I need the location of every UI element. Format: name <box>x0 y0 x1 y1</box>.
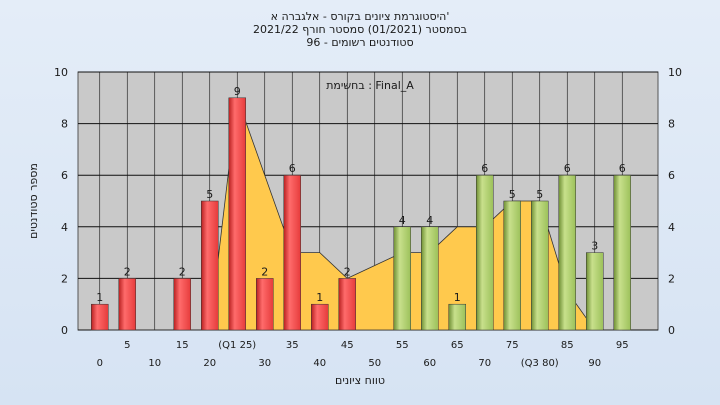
bar-80 <box>531 200 549 331</box>
x-tick-upper: 55 <box>396 340 409 351</box>
data-label: 1 <box>316 291 323 304</box>
data-label: 6 <box>564 162 571 175</box>
y-tick-left: 4 <box>61 221 68 234</box>
bar-0 <box>91 303 109 331</box>
x-tick-lower: 70 <box>478 358 491 369</box>
bar-60 <box>421 226 439 331</box>
data-label: 6 <box>619 162 626 175</box>
bar-70 <box>476 174 494 331</box>
y-tick-left: 10 <box>54 66 68 79</box>
data-label: 2 <box>344 265 351 278</box>
x-tick-lower: 60 <box>423 358 436 369</box>
title-line-3: סטודנטים רשומים - 96 <box>306 36 413 49</box>
x-tick-lower: 10 <box>148 358 161 369</box>
x-tick-upper: 85 <box>561 340 574 351</box>
data-label: 4 <box>399 214 406 227</box>
x-tick-upper: 95 <box>616 340 629 351</box>
bar-5 <box>118 278 136 331</box>
data-label: 3 <box>591 240 598 253</box>
bar-35 <box>283 174 301 331</box>
bar-55 <box>393 226 411 331</box>
x-tick-lower: 20 <box>203 358 216 369</box>
x-tick-lower: 40 <box>313 358 326 369</box>
data-label: 5 <box>509 188 516 201</box>
y-tick-left: 2 <box>61 272 68 285</box>
bar-30 <box>256 278 274 331</box>
x-tick-lower: 0 <box>97 358 103 369</box>
data-labels: 1 2 2 5 9 2 6 1 2 4 4 1 6 5 5 6 3 6 <box>96 85 626 304</box>
data-label: 4 <box>426 214 433 227</box>
data-label: 6 <box>481 162 488 175</box>
x-tick-lower: 90 <box>588 358 601 369</box>
y-axis-title: מספר סטודנטים <box>27 163 40 239</box>
data-label: 2 <box>261 265 268 278</box>
data-label: 9 <box>234 85 241 98</box>
bar-45 <box>338 278 356 331</box>
data-label: 1 <box>96 291 103 304</box>
bar-20 <box>201 200 219 331</box>
x-tick-upper: (Q1 25) <box>218 340 256 351</box>
y-tick-left: 0 <box>61 324 68 337</box>
title-line-2: בסמסטר (01/2021) סמסטר חורף 2021/22 <box>253 23 467 36</box>
data-label: 5 <box>206 188 213 201</box>
y-tick-left: 6 <box>61 169 68 182</box>
x-tick-upper: 5 <box>124 340 130 351</box>
title-line-1: היסטוגרמת ציונים בקורס - אלגברה א' <box>271 10 450 23</box>
data-label: 2 <box>179 265 186 278</box>
y-tick-right: 8 <box>668 118 675 131</box>
y-tick-left: 8 <box>61 118 68 131</box>
y-tick-right: 4 <box>668 221 675 234</box>
x-axis-title: טווח ציונים <box>335 374 385 387</box>
data-label: 6 <box>289 162 296 175</box>
bar-65 <box>448 303 466 331</box>
bar-95 <box>613 174 631 331</box>
x-tick-upper: 15 <box>176 340 189 351</box>
y-axis-ticks: 0 0 2 2 4 4 6 6 8 8 10 10 <box>54 66 682 337</box>
x-axis-ticks: 5 15 (Q1 25) 35 45 55 65 75 85 95 0 10 20 30 40 50 60 70 (… <box>97 340 629 369</box>
bar-15 <box>173 278 191 331</box>
data-label: 5 <box>536 188 543 201</box>
data-label: 1 <box>454 291 461 304</box>
chart-title: היסטוגרמת ציונים בקורס - אלגברה א' בסמסט… <box>253 10 467 49</box>
x-tick-lower: (Q3 80) <box>521 358 559 369</box>
bar-40 <box>311 303 329 331</box>
annotation: בחשימת : Final_A <box>326 79 414 92</box>
y-tick-right: 0 <box>668 324 675 337</box>
bar-25 <box>228 97 246 331</box>
bar-75 <box>503 200 521 331</box>
y-tick-right: 10 <box>668 66 682 79</box>
x-tick-upper: 75 <box>506 340 519 351</box>
x-tick-upper: 35 <box>286 340 299 351</box>
bar-90 <box>586 252 604 331</box>
x-tick-lower: 30 <box>258 358 271 369</box>
bar-85 <box>558 174 576 331</box>
x-tick-upper: 65 <box>451 340 464 351</box>
x-tick-lower: 50 <box>368 358 381 369</box>
data-label: 2 <box>124 265 131 278</box>
x-tick-upper: 45 <box>341 340 354 351</box>
bar-series <box>91 97 631 331</box>
y-tick-right: 2 <box>668 272 675 285</box>
y-tick-right: 6 <box>668 169 675 182</box>
